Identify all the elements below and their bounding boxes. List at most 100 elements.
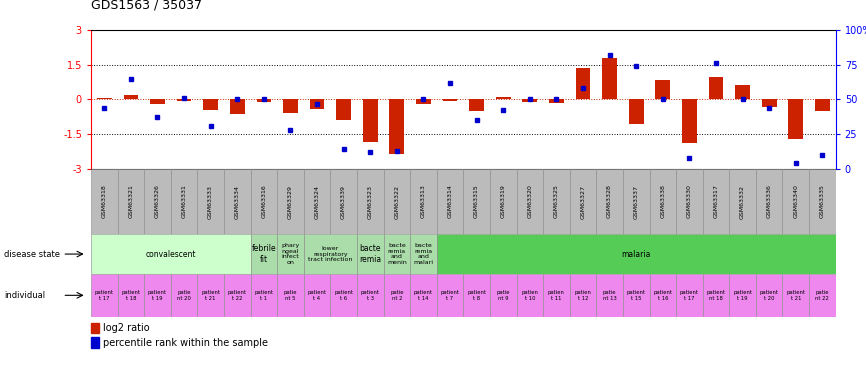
Bar (516, 169, 543, 234)
Text: GSM63340: GSM63340 (793, 184, 798, 219)
Bar (543, 169, 570, 234)
Text: GSM63321: GSM63321 (128, 184, 133, 219)
Bar (336, 99, 351, 120)
Bar (384, 169, 410, 234)
Bar (277, 274, 304, 317)
Bar (597, 274, 623, 317)
Bar (177, 99, 191, 101)
Text: bacte
remia
and
malari: bacte remia and malari (413, 243, 433, 265)
Bar (735, 85, 750, 99)
Bar (384, 234, 410, 274)
Bar (97, 98, 112, 99)
Text: GSM63329: GSM63329 (288, 184, 293, 219)
Bar (91, 274, 118, 317)
Bar (783, 169, 809, 234)
Text: patient
t 22: patient t 22 (228, 290, 247, 301)
Text: patie
nt 13: patie nt 13 (603, 290, 617, 301)
Text: GDS1563 / 35037: GDS1563 / 35037 (91, 0, 202, 11)
Bar (91, 234, 250, 274)
Text: patie
nt 9: patie nt 9 (496, 290, 510, 301)
Bar (91, 169, 118, 234)
Bar (436, 169, 463, 234)
Bar (788, 99, 803, 139)
Text: patien
t 12: patien t 12 (574, 290, 591, 301)
Bar (416, 99, 430, 104)
Bar (729, 274, 756, 317)
Text: percentile rank within the sample: percentile rank within the sample (103, 338, 268, 348)
Bar (570, 169, 597, 234)
Bar (250, 274, 277, 317)
Text: patient
t 8: patient t 8 (467, 290, 486, 301)
Text: patient
t 6: patient t 6 (334, 290, 353, 301)
Text: GSM63330: GSM63330 (687, 184, 692, 219)
Text: patient
t 17: patient t 17 (94, 290, 113, 301)
Text: patient
t 21: patient t 21 (201, 290, 220, 301)
Bar (756, 169, 783, 234)
Bar (304, 274, 330, 317)
Bar (522, 99, 537, 102)
Text: GSM63335: GSM63335 (820, 184, 825, 219)
Bar (650, 169, 676, 234)
Bar (124, 95, 139, 99)
Text: GSM63316: GSM63316 (262, 184, 267, 218)
Text: patie
nt 22: patie nt 22 (816, 290, 830, 301)
Bar (623, 274, 650, 317)
Bar (171, 169, 197, 234)
Bar (543, 274, 570, 317)
Text: patient
t 18: patient t 18 (121, 290, 140, 301)
Bar (570, 274, 597, 317)
Bar (229, 99, 244, 114)
Bar (224, 169, 250, 234)
Text: patie
nt 20: patie nt 20 (177, 290, 191, 301)
Text: patient
t 3: patient t 3 (361, 290, 379, 301)
Bar (676, 169, 702, 234)
Text: patie
nt 2: patie nt 2 (390, 290, 404, 301)
Text: GSM63326: GSM63326 (155, 184, 160, 219)
Text: febrile
fit: febrile fit (251, 244, 276, 264)
Bar (250, 234, 277, 274)
Text: convalescent: convalescent (145, 250, 196, 259)
Bar (256, 99, 271, 102)
Text: patient
t 4: patient t 4 (307, 290, 326, 301)
Bar (277, 234, 304, 274)
Text: GSM63320: GSM63320 (527, 184, 533, 219)
Text: malaria: malaria (622, 250, 651, 259)
Text: bacte
remia: bacte remia (359, 244, 381, 264)
Bar (197, 169, 224, 234)
Text: GSM63313: GSM63313 (421, 184, 426, 219)
Text: GSM63338: GSM63338 (660, 184, 665, 219)
Text: GSM63317: GSM63317 (714, 184, 719, 219)
Text: GSM63332: GSM63332 (740, 184, 745, 219)
Text: patient
t 16: patient t 16 (653, 290, 672, 301)
Bar (656, 80, 670, 99)
Bar (304, 234, 357, 274)
Text: GSM63339: GSM63339 (341, 184, 346, 219)
Text: GSM63337: GSM63337 (634, 184, 639, 219)
Text: patient
t 7: patient t 7 (441, 290, 460, 301)
Bar (310, 99, 325, 109)
Text: patient
nt 18: patient nt 18 (707, 290, 726, 301)
Bar (118, 274, 144, 317)
Text: GSM63336: GSM63336 (766, 184, 772, 219)
Text: patien
t 11: patien t 11 (548, 290, 565, 301)
Bar (384, 274, 410, 317)
Text: individual: individual (4, 291, 45, 300)
Bar (363, 99, 378, 142)
Bar (330, 274, 357, 317)
Bar (144, 274, 171, 317)
Bar (650, 274, 676, 317)
Text: GSM63318: GSM63318 (101, 184, 107, 218)
Text: patien
t 10: patien t 10 (521, 290, 539, 301)
Bar (410, 274, 436, 317)
Bar (809, 274, 836, 317)
Bar (91, 337, 99, 348)
Text: GSM63314: GSM63314 (448, 184, 453, 219)
Bar (330, 169, 357, 234)
Bar (463, 274, 490, 317)
Text: GSM63315: GSM63315 (474, 184, 479, 218)
Bar (224, 274, 250, 317)
Bar (204, 99, 218, 111)
Text: GSM63325: GSM63325 (554, 184, 559, 219)
Bar (756, 274, 783, 317)
Text: GSM63334: GSM63334 (235, 184, 240, 219)
